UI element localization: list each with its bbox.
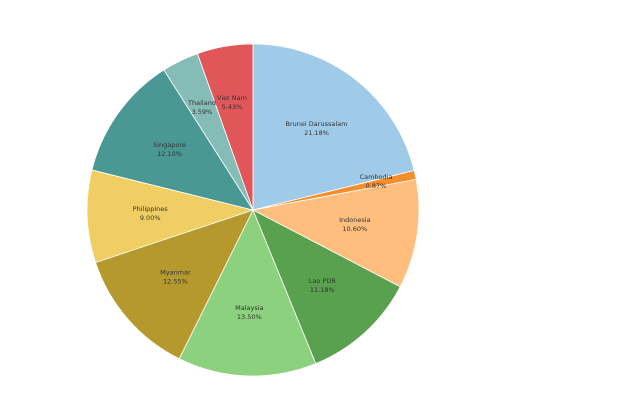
slice-value-lao-pdr: 11.18% (310, 286, 335, 294)
pie-slice-singapore[interactable] (91, 69, 254, 211)
pie-slice-indonesia[interactable] (251, 178, 420, 288)
slice-label-myanmar: Myanmar (160, 269, 191, 277)
pie-slices (86, 43, 420, 377)
pie-slice-viet-nam[interactable] (196, 43, 254, 211)
slice-value-cambodia: 0.87% (366, 182, 387, 190)
slice-value-myanmar: 12.55% (163, 278, 188, 286)
slice-label-indonesia: Indonesia (339, 216, 370, 224)
slice-label-cambodia: Cambodia (360, 173, 393, 181)
slice-value-brunei-darussalam: 21.18% (304, 129, 329, 137)
slice-label-lao-pdr: Lao PDR (309, 277, 337, 285)
pie-slice-lao-pdr[interactable] (252, 209, 401, 365)
slice-label-philippines: Philippines (133, 205, 169, 213)
pie-slice-myanmar[interactable] (95, 209, 254, 360)
slice-label-viet-nam: Viet Nam (217, 94, 247, 102)
slice-value-singapore: 12.10% (157, 150, 182, 158)
slice-label-thailand: Thailand (187, 99, 216, 107)
slice-value-malaysia: 13.50% (237, 313, 262, 321)
slice-label-singapore: Singapore (153, 141, 186, 149)
pie-slice-brunei-darussalam[interactable] (252, 43, 415, 211)
slice-value-philippines: 9.00% (140, 214, 161, 222)
slice-value-indonesia: 10.60% (342, 225, 367, 233)
slice-label-brunei-darussalam: Brunei Darussalam (286, 120, 348, 128)
slice-value-viet-nam: 5.43% (222, 103, 243, 111)
slice-label-malaysia: Malaysia (235, 304, 263, 312)
slice-value-thailand: 3.59% (192, 108, 213, 116)
pie-slice-philippines[interactable] (86, 169, 255, 263)
pie-slice-malaysia[interactable] (178, 209, 317, 377)
